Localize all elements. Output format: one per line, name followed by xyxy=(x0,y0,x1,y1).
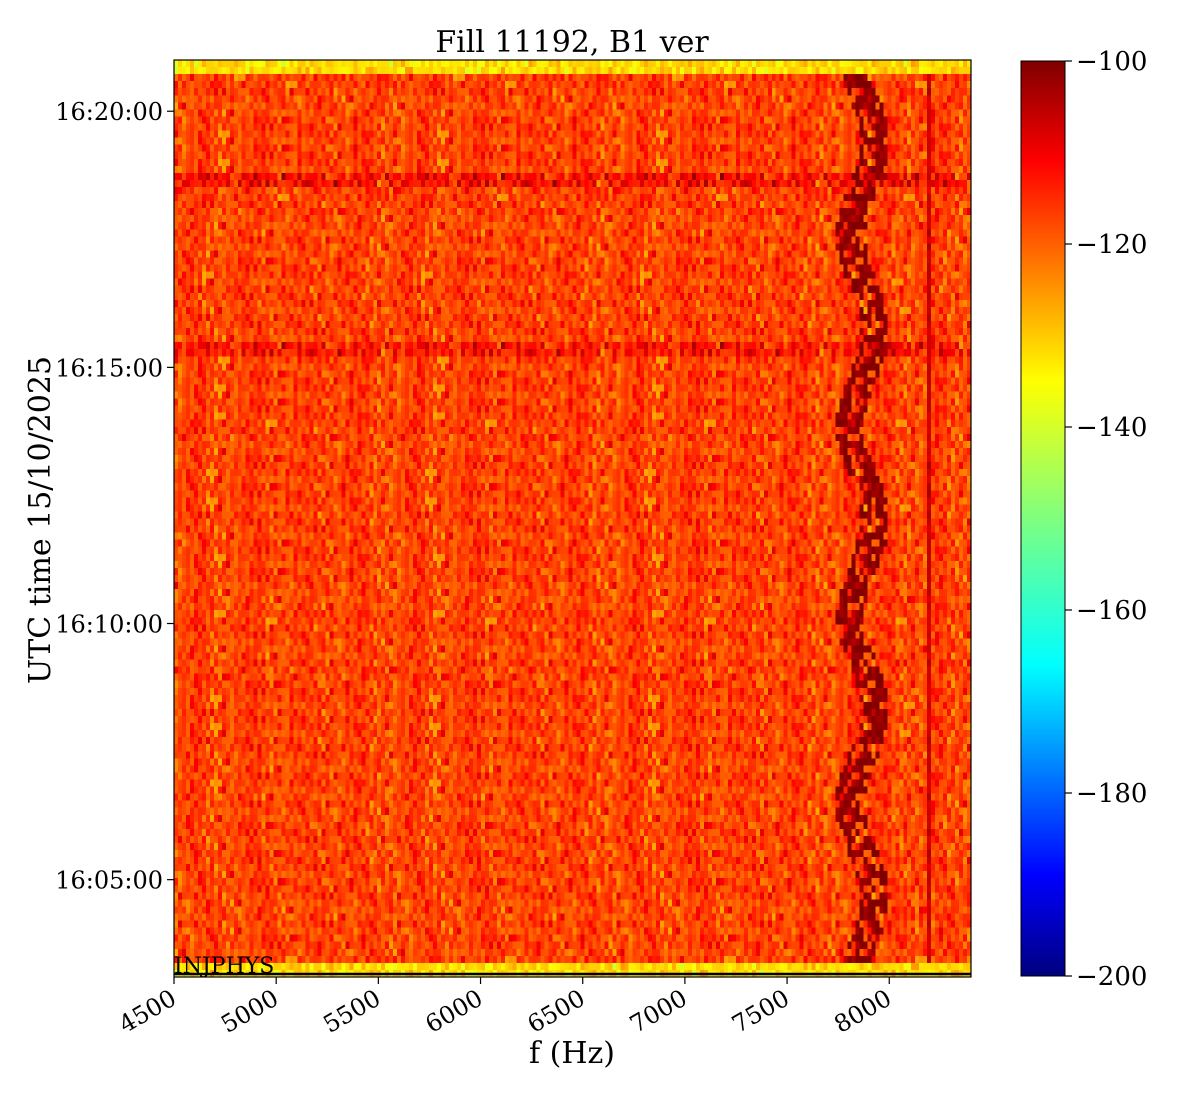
colorbar-tick-label: −100 xyxy=(1076,47,1147,77)
y-axis-label: UTC time 15/10/2025 xyxy=(23,356,58,684)
x-tick-label: 6000 xyxy=(421,984,488,1039)
colorbar-axis: −100 −120 −140 −160 −180 −200 xyxy=(1065,47,1147,992)
x-tick-label: 5500 xyxy=(318,984,385,1039)
colorbar-tick-label: −140 xyxy=(1076,413,1147,443)
x-tick-label: 7000 xyxy=(625,984,692,1039)
plot-frame xyxy=(173,59,972,978)
chart-title: Fill 11192, B1 ver xyxy=(435,25,709,60)
colorbar-tick-label: −180 xyxy=(1076,779,1147,809)
x-tick-label: 6500 xyxy=(523,984,590,1039)
y-tick-label: 16:20:00 xyxy=(55,98,163,126)
x-tick-label: 8000 xyxy=(829,984,896,1039)
colorbar-tick-label: −200 xyxy=(1076,962,1147,992)
heatmap xyxy=(174,60,971,977)
x-axis: 4500 5000 5500 6000 6500 7000 7500 8000 xyxy=(114,977,896,1039)
y-tick-label: 16:15:00 xyxy=(55,354,163,382)
x-axis-label: f (Hz) xyxy=(529,1036,615,1071)
y-tick-label: 16:10:00 xyxy=(55,611,163,639)
y-axis: 16:05:00 16:10:00 16:15:00 16:20:00 xyxy=(55,98,174,895)
injphys-label: INJPHYS xyxy=(174,954,274,979)
colorbar-tick-label: −120 xyxy=(1076,230,1147,260)
x-tick-label: 4500 xyxy=(114,984,181,1039)
colorbar xyxy=(1020,60,1066,977)
x-tick-label: 5000 xyxy=(216,984,283,1039)
heatmap-image xyxy=(174,60,971,977)
x-tick-label: 7500 xyxy=(727,984,794,1039)
colorbar-tick-label: −160 xyxy=(1076,596,1147,626)
y-tick-label: 16:05:00 xyxy=(55,867,163,895)
annotations: INJPHYS xyxy=(174,954,971,979)
